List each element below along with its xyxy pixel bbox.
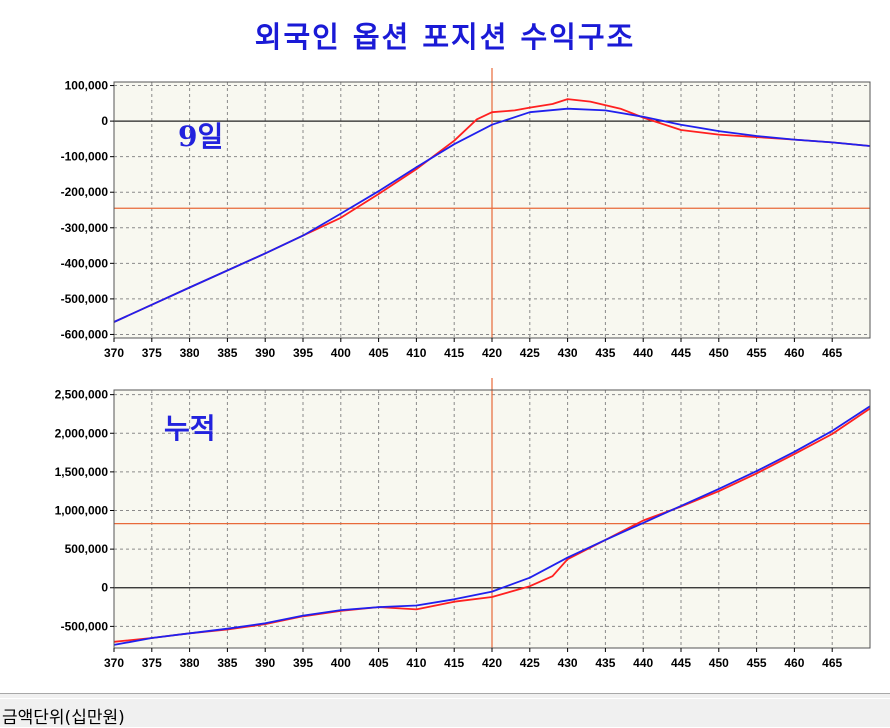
tick-label-x: 380 (180, 346, 200, 360)
status-bar: 금액단위(십만원) (0, 693, 890, 728)
tick-label-x: 460 (784, 656, 804, 670)
tick-label-y: -300,000 (61, 221, 109, 235)
tick-label-x: 405 (369, 656, 389, 670)
tick-label-x: 420 (482, 656, 502, 670)
tick-label-y: 0 (101, 581, 108, 595)
series-line-blue (113, 405, 871, 646)
tick-label-y: 500,000 (65, 542, 109, 556)
chart-cumulative: 2,500,000 2,000,000 1,500,000 1,000,000 500,… (55, 378, 871, 670)
tick-label-y: -500,000 (61, 619, 109, 633)
tick-label-y: -100,000 (61, 150, 109, 164)
tick-label-x: 435 (595, 656, 615, 670)
tick-label-x: 400 (331, 346, 351, 360)
tick-label-y: 2,000,000 (55, 426, 109, 440)
tick-label-x: 460 (784, 346, 804, 360)
tick-label-x: 410 (406, 346, 426, 360)
tick-label-x: 450 (709, 346, 729, 360)
tick-label-x: 440 (633, 346, 653, 360)
tick-label-x: 400 (331, 656, 351, 670)
tick-label-x: 465 (822, 656, 842, 670)
tick-label-x: 450 (709, 656, 729, 670)
tick-label-y: 2,500,000 (55, 388, 109, 402)
tick-label-x: 405 (369, 346, 389, 360)
tick-label-x: 445 (671, 656, 691, 670)
tick-label-x: 370 (104, 656, 124, 670)
tick-label-x: 415 (444, 346, 464, 360)
tick-label-y: -600,000 (61, 327, 109, 341)
tick-label-x: 395 (293, 346, 313, 360)
tick-label-x: 375 (142, 346, 162, 360)
tick-label-x: 455 (747, 656, 767, 670)
tick-label-y: 1,000,000 (55, 504, 109, 518)
tick-label-x: 430 (558, 346, 578, 360)
tick-label-x: 385 (217, 346, 237, 360)
tick-label-x: 455 (747, 346, 767, 360)
tick-label-x: 445 (671, 346, 691, 360)
tick-label-x: 375 (142, 656, 162, 670)
tick-label-x: 370 (104, 346, 124, 360)
tick-label-x: 380 (180, 656, 200, 670)
tick-label-x: 420 (482, 346, 502, 360)
tick-label-y: -400,000 (61, 256, 109, 270)
panel-label: 누적 (164, 412, 216, 445)
tick-label-x: 430 (558, 656, 578, 670)
chart-daily: 100,000 0 -100,000 -200,000 -300,000 -400,000… (61, 68, 871, 360)
tick-label-y: -200,000 (61, 185, 109, 199)
tick-label-x: 385 (217, 656, 237, 670)
tick-label-y: 0 (101, 114, 108, 128)
tick-label-y: -500,000 (61, 292, 109, 306)
panel-label: 9일 (178, 120, 223, 153)
tick-label-y: 1,500,000 (55, 465, 109, 479)
tick-label-x: 465 (822, 346, 842, 360)
tick-label-x: 435 (595, 346, 615, 360)
tick-label-x: 425 (520, 346, 540, 360)
tick-label-x: 440 (633, 656, 653, 670)
unit-label: 금액단위(십만원) (2, 708, 125, 728)
tick-label-x: 390 (255, 346, 275, 360)
tick-label-y: 100,000 (65, 79, 109, 93)
tick-label-x: 390 (255, 656, 275, 670)
tick-label-x: 415 (444, 656, 464, 670)
series-line-blue (113, 107, 871, 323)
chart-title: 외국인 옵션 포지션 수익구조 (254, 20, 636, 54)
series-line-red (113, 98, 871, 323)
tick-label-x: 425 (520, 656, 540, 670)
tick-label-x: 395 (293, 656, 313, 670)
tick-label-x: 410 (406, 656, 426, 670)
